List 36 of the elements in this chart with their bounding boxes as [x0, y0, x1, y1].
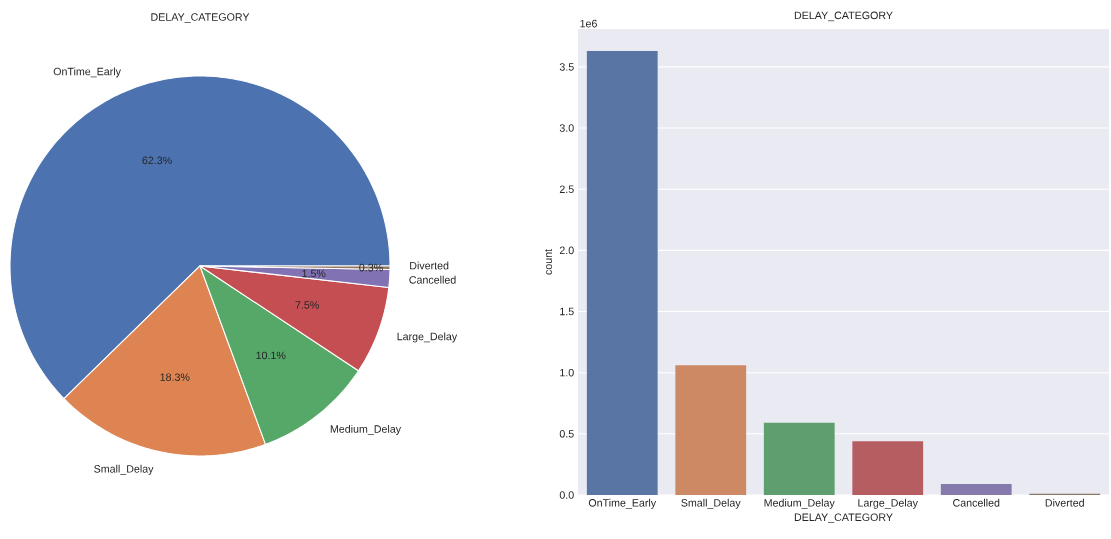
x-tick-label: Small_Delay: [681, 498, 741, 509]
y-tick-label: 1.0: [560, 368, 574, 377]
data-label: 0.3%: [359, 263, 383, 272]
chart-title: DELAY_CATEGORY: [151, 13, 250, 23]
data-label: 10.1%: [256, 351, 286, 360]
y-tick-label: 2.0: [559, 246, 574, 255]
data-label: 62.3%: [142, 156, 172, 165]
bar: [763, 422, 835, 495]
bar: [586, 51, 658, 495]
y-axis-title: count: [544, 249, 552, 275]
y-tick-label: 0.0: [559, 491, 574, 499]
chart-title: DELAY_CATEGORY: [794, 11, 893, 22]
data-label: 18.3%: [160, 373, 190, 381]
slice-label: Cancelled: [409, 275, 456, 284]
y-tick-label: 3.0: [559, 124, 574, 132]
data-label: 7.5%: [295, 301, 319, 309]
slice-label: Diverted: [410, 261, 449, 270]
x-tick-label: Diverted: [1045, 498, 1084, 507]
y-tick-label: 0.5: [559, 430, 574, 438]
y-tick-label: 1.5: [560, 307, 574, 316]
text: 1e6: [580, 19, 597, 28]
x-tick-label: Cancelled: [953, 498, 1000, 507]
x-tick-label: Large_Delay: [858, 498, 918, 509]
x-tick-label: Medium_Delay: [764, 498, 835, 509]
slice-label: Medium_Delay: [330, 424, 402, 435]
y-tick-label: 2.5: [559, 185, 574, 193]
data-label: 1.5%: [302, 269, 326, 278]
x-axis-title: DELAY_CATEGORY: [794, 513, 893, 524]
slice-label: OnTime_Early: [53, 67, 121, 78]
slice-label: Small_Delay: [94, 464, 154, 475]
x-tick-label: OnTime_Early: [588, 498, 657, 509]
slice-label: Large_Delay: [397, 332, 458, 343]
bar: [852, 441, 924, 495]
bar: [940, 483, 1012, 495]
bar: [675, 365, 747, 495]
y-tick-label: 3.5: [559, 63, 574, 71]
